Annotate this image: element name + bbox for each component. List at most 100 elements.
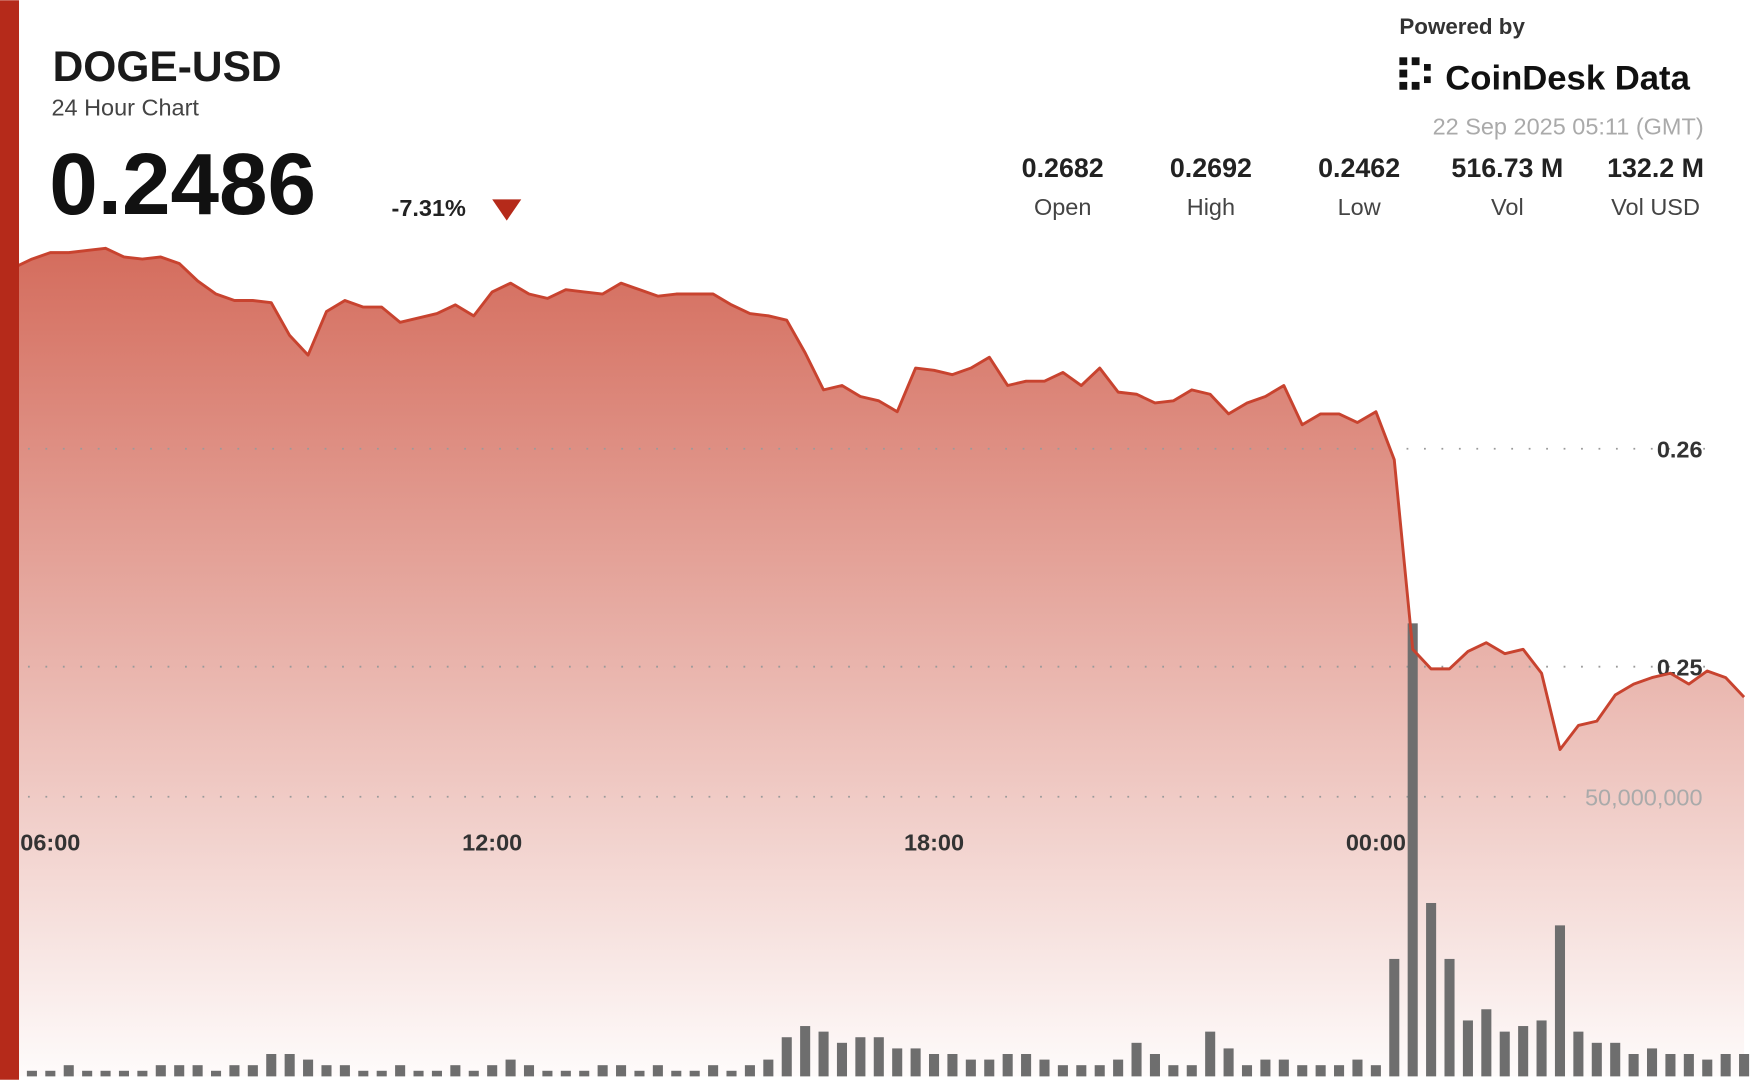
price: 0.2486: [49, 136, 316, 233]
volume-bar: [1646, 1048, 1658, 1077]
y-tick-label: 0.25: [1657, 655, 1703, 681]
stat-label: Low: [1338, 194, 1382, 220]
volume-bar: [781, 1037, 792, 1077]
volume-bar: [1315, 1065, 1326, 1077]
volume-bar: [1131, 1042, 1142, 1077]
volume-bar: [63, 1065, 74, 1077]
volume-bar: [137, 1070, 148, 1077]
stat-value: 0.2682: [1022, 153, 1104, 183]
volume-bar: [855, 1037, 866, 1077]
volume-bar: [542, 1070, 553, 1077]
x-tick-label: 00:00: [1346, 829, 1406, 855]
volume-bar: [1389, 958, 1400, 1077]
volume-bar: [947, 1054, 958, 1077]
volume-bar: [1334, 1065, 1345, 1077]
volume-bar: [266, 1054, 277, 1077]
volume-bar: [284, 1054, 295, 1077]
volume-bar: [800, 1026, 811, 1077]
volume-bar: [174, 1065, 185, 1077]
volume-bar: [726, 1070, 737, 1077]
volume-bar: [1113, 1059, 1124, 1077]
volume-bar: [1186, 1065, 1197, 1077]
volume-bar: [303, 1059, 314, 1077]
volume-bar: [689, 1070, 700, 1077]
volume-bar: [616, 1065, 627, 1077]
volume-bar: [744, 1065, 755, 1077]
accent-bar: [0, 0, 20, 1080]
change: -7.31%: [392, 195, 467, 221]
volume-bar: [1002, 1054, 1013, 1077]
volume-bar: [413, 1070, 424, 1077]
volume-bar: [1352, 1059, 1363, 1077]
volume-bar: [671, 1070, 682, 1077]
volume-bar: [1702, 1059, 1713, 1077]
volume-bar: [192, 1065, 203, 1077]
volume-bar: [1278, 1059, 1289, 1077]
y-tick-label: 0.26: [1657, 437, 1703, 463]
y2-tick-label: 50,000,000: [1585, 785, 1703, 811]
volume-bar: [1591, 1042, 1602, 1077]
volume-bar: [523, 1065, 535, 1077]
volume-bar: [1149, 1054, 1160, 1077]
volume-bar: [321, 1065, 332, 1077]
volume-bar: [1720, 1054, 1731, 1077]
subtitle: 24 Hour Chart: [51, 94, 199, 120]
stat-value: 132.2 M: [1607, 153, 1704, 183]
stat-label: Vol: [1491, 194, 1524, 220]
x-tick-label: 12:00: [462, 829, 522, 855]
volume-bar: [431, 1070, 442, 1077]
volume-bar: [1370, 1065, 1381, 1077]
volume-bar: [1628, 1054, 1639, 1077]
stat-value: 516.73 M: [1451, 153, 1563, 183]
volume-bar: [1518, 1026, 1529, 1077]
stat-label: Open: [1034, 194, 1091, 220]
volume-bar: [1057, 1065, 1068, 1077]
volume-bar: [468, 1070, 479, 1077]
volume-bar: [873, 1037, 884, 1077]
volume-bar: [634, 1070, 645, 1077]
plot: 0.25 0.26 50,000,000 06:00 12:00 18:00 00:00: [8, 246, 1750, 1077]
volume-bar: [376, 1070, 387, 1077]
volume-bar: [82, 1070, 93, 1077]
volume-bar: [505, 1059, 516, 1077]
volume-bar: [836, 1042, 848, 1077]
volume-bar: [395, 1065, 406, 1077]
volume-bar: [1021, 1054, 1032, 1077]
volume-bar: [763, 1059, 774, 1077]
volume-bar: [1665, 1054, 1676, 1077]
volume-bar: [1260, 1059, 1271, 1077]
volume-bar: [1554, 925, 1566, 1077]
brand-logo: [1399, 57, 1431, 90]
volume-bar: [910, 1048, 921, 1077]
volume-bar: [339, 1065, 350, 1077]
brand: CoinDesk Data: [1445, 60, 1690, 98]
timestamp: 22 Sep 2025 05:11 (GMT): [1433, 113, 1704, 139]
stat-value: 0.2462: [1318, 153, 1400, 183]
volume-bar: [708, 1065, 719, 1077]
volume-bar: [247, 1065, 258, 1077]
volume-bar: [118, 1070, 130, 1077]
volume-bar: [984, 1059, 995, 1077]
volume-bar: [1407, 623, 1418, 1077]
powered-by: Powered by: [1399, 14, 1525, 39]
volume-bar: [210, 1070, 222, 1077]
volume-bar: [45, 1070, 56, 1077]
volume-bar: [1039, 1059, 1050, 1077]
volume-bar: [1481, 1009, 1492, 1077]
volume-bar: [1094, 1065, 1105, 1077]
stat-value: 0.2692: [1170, 153, 1252, 183]
volume-bar: [1683, 1054, 1694, 1077]
x-tick-label: 18:00: [904, 829, 964, 855]
volume-bar: [1573, 1031, 1584, 1077]
symbol: DOGE-USD: [53, 44, 282, 91]
volume-bar: [1610, 1042, 1621, 1077]
volume-bar: [26, 1070, 37, 1077]
volume-bar: [652, 1065, 663, 1077]
volume-bar: [579, 1070, 590, 1077]
volume-bar: [1168, 1065, 1179, 1077]
volume-bar: [100, 1070, 111, 1077]
volume-bar: [1462, 1020, 1473, 1077]
volume-bar: [597, 1065, 608, 1077]
volume-bar: [487, 1065, 498, 1077]
